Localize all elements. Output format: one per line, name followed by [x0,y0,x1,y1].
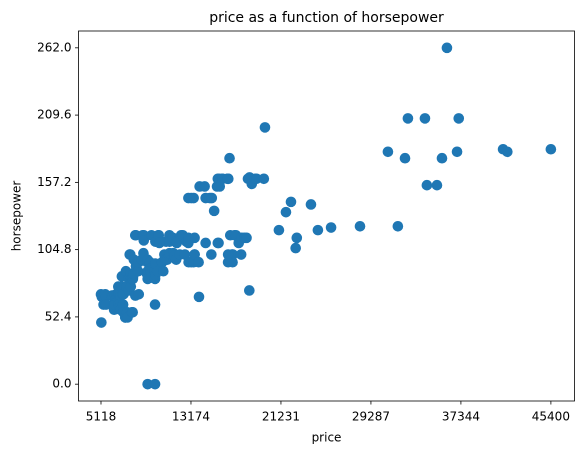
point [132,265,144,277]
point [235,249,247,260]
point [354,220,366,232]
point [241,232,252,244]
point [208,205,220,217]
point [206,249,217,260]
chart-title: price as a function of horsepower [209,10,444,26]
point [441,42,453,54]
point [142,378,153,390]
point [280,206,292,218]
point [545,143,557,155]
point [402,113,414,124]
point [222,173,234,185]
point [96,317,107,328]
point [100,299,112,310]
x-tick-label: 13174 [172,410,210,424]
point [382,146,394,158]
point [290,242,301,254]
point [451,146,463,158]
point [421,179,433,191]
point [158,265,169,277]
x-tick-label: 37344 [442,410,480,424]
point [222,256,234,268]
point [200,237,211,249]
point [222,249,234,260]
point [193,256,204,268]
point [291,232,303,244]
point [251,173,262,185]
point [305,199,317,210]
x-axis-label: price [312,431,342,445]
point [453,113,465,124]
y-tick-label: 0.0 [52,377,71,391]
y-tick-label: 52.4 [45,309,72,323]
y-axis-label: horsepower [10,181,24,252]
point [244,285,255,296]
point [171,237,183,249]
point [399,152,411,164]
y-tick-label: 209.6 [37,108,71,122]
point [183,232,194,244]
x-tick-label: 21231 [262,410,300,424]
y-tick-label: 157.2 [37,175,71,189]
point [224,152,235,164]
point [212,237,224,249]
point [502,146,513,158]
point [193,291,205,303]
plot-frame [78,30,575,402]
point [273,224,285,236]
point [138,235,150,246]
point [259,122,271,133]
point [285,196,297,208]
point [419,113,431,124]
x-tick-label: 29287 [352,410,390,424]
x-tick-label: 45400 [532,410,570,424]
point [199,181,210,192]
y-tick-label: 262.0 [37,40,71,54]
point [133,289,145,300]
point [127,306,139,318]
y-tick-label: 104.8 [37,242,71,256]
point [431,179,443,191]
x-tick-label: 5118 [86,410,117,424]
point [325,222,337,233]
point [436,152,448,164]
point [149,378,161,390]
point [392,220,404,232]
point [153,229,165,241]
point [206,192,218,204]
point [312,224,324,236]
point [188,192,199,204]
point [149,299,161,310]
point [258,173,270,185]
